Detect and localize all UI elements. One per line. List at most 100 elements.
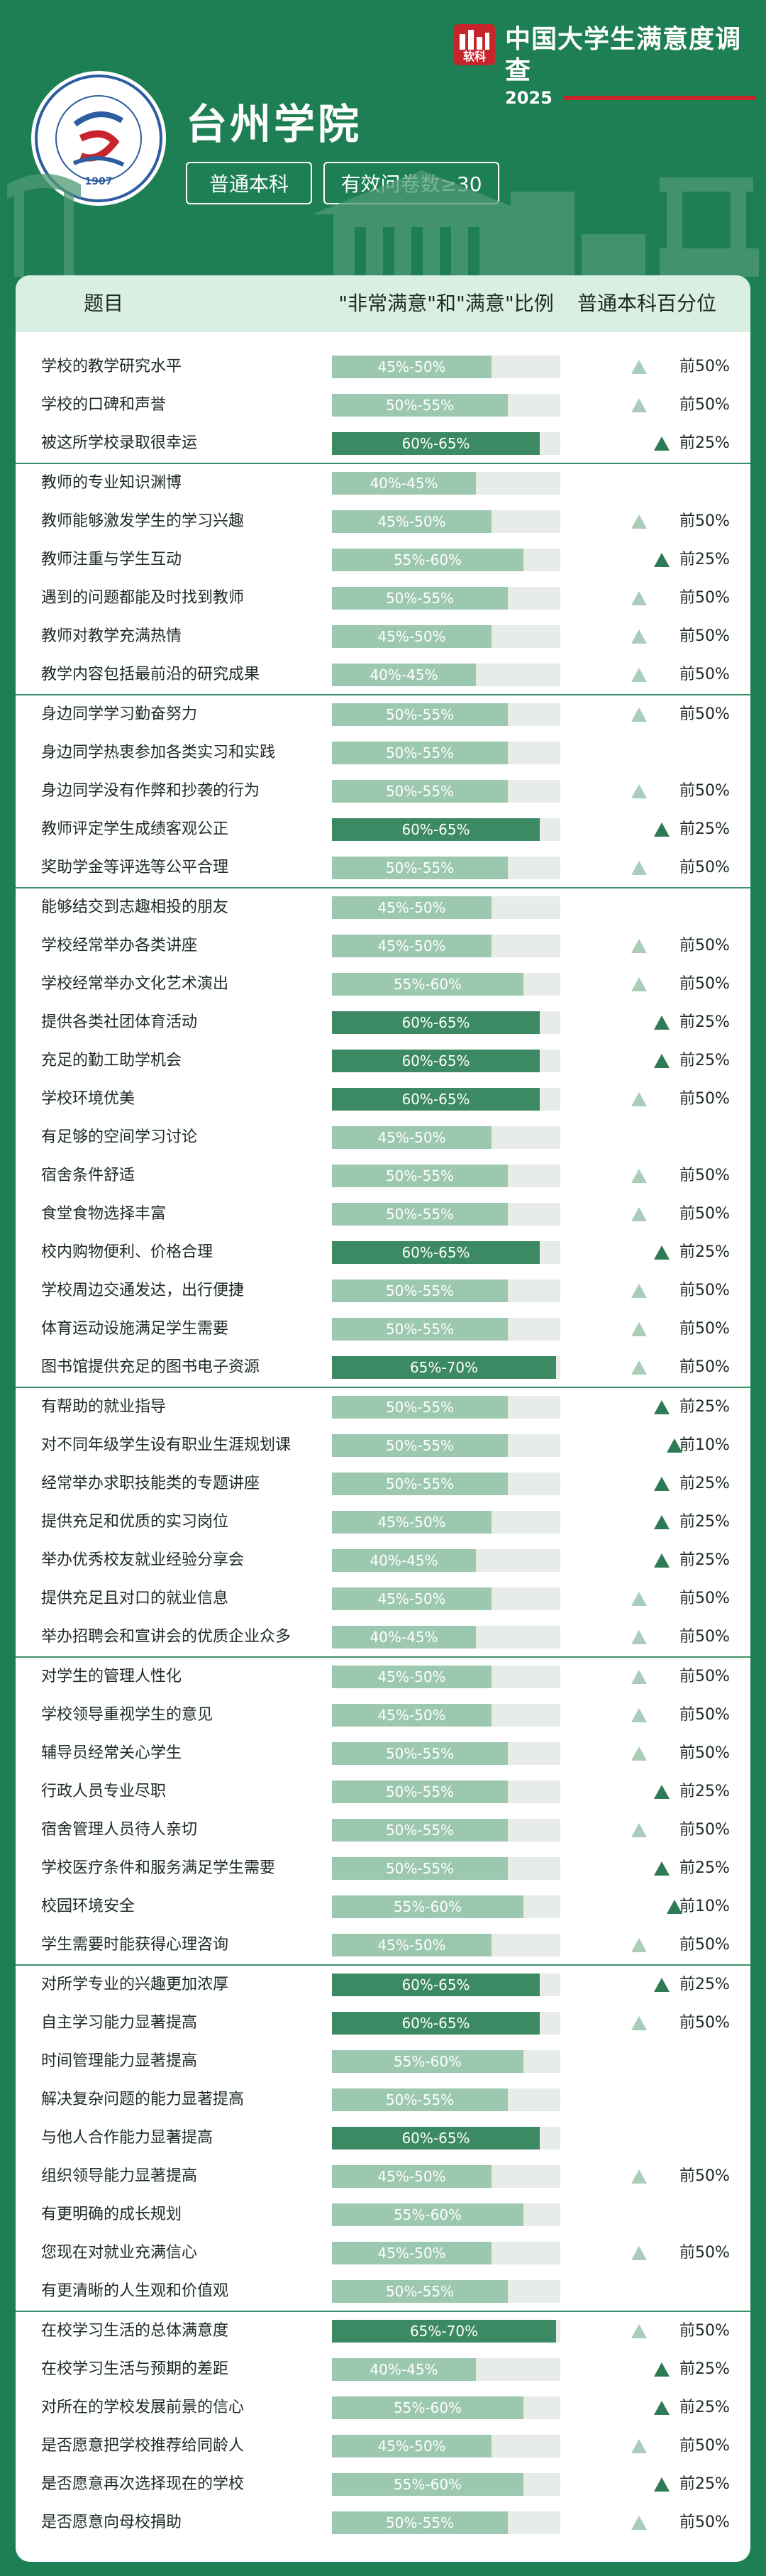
ratio-bar-fill: 45%-50% bbox=[332, 1587, 492, 1610]
group-divider bbox=[16, 1656, 750, 1658]
percentile-rank: 前10% bbox=[679, 1436, 730, 1454]
percentile-rank: 前50% bbox=[679, 2514, 730, 2531]
row-question: 自主学习能力显著提高 bbox=[41, 2014, 198, 2032]
table-row: 学校领导重视学生的意见 45%-50% 前50% bbox=[16, 1696, 750, 1734]
percentile-rank: 前25% bbox=[679, 1052, 730, 1069]
percentile-rank: 前25% bbox=[679, 820, 730, 838]
percentile-rank: 前50% bbox=[679, 1590, 730, 1607]
ratio-bar-fill: 55%-60% bbox=[332, 1895, 523, 1918]
ratio-label: 65%-70% bbox=[409, 2323, 479, 2340]
row-question: 学校医疗条件和服务满足学生需要 bbox=[41, 1859, 276, 1877]
ratio-bar-fill: 55%-60% bbox=[332, 2203, 523, 2226]
row-question: 在校学习生活的总体满意度 bbox=[41, 2322, 229, 2340]
percentile-rank: 前25% bbox=[679, 434, 730, 452]
brand-title: 中国大学生满意度调查 bbox=[505, 25, 742, 85]
ratio-bar-track: 50%-55% bbox=[332, 1318, 560, 1341]
ratio-bar-fill: 50%-55% bbox=[332, 1473, 508, 1495]
percentile-triangle-icon bbox=[631, 939, 647, 953]
table-row: 对所在的学校发展前景的信心 55%-60% 前25% bbox=[16, 2389, 750, 2427]
ratio-bar-track: 45%-50% bbox=[332, 1704, 560, 1727]
ratio-bar-track: 50%-55% bbox=[332, 587, 560, 610]
percentile-triangle-icon bbox=[654, 822, 670, 837]
ratio-label: 50%-55% bbox=[385, 1745, 455, 1762]
row-question: 校内购物便利、价格合理 bbox=[41, 1243, 213, 1261]
row-question: 被这所学校录取很幸运 bbox=[41, 434, 198, 452]
table-row: 解决复杂问题的能力显著提高 50%-55% bbox=[16, 2081, 750, 2119]
row-question: 教师评定学生成绩客观公正 bbox=[41, 820, 229, 838]
percentile-triangle-icon bbox=[654, 1477, 670, 1491]
percentile-triangle-icon bbox=[654, 1978, 670, 1992]
percentile-rank: 前50% bbox=[679, 2322, 730, 2340]
table-row: 能够结交到志趣相投的朋友 45%-50% bbox=[16, 888, 750, 927]
ratio-bar-track: 50%-55% bbox=[332, 2511, 560, 2534]
ratio-bar-track: 55%-60% bbox=[332, 2203, 560, 2226]
row-question: 学校经常举办文化艺术演出 bbox=[41, 975, 229, 993]
table-row: 提供充足和优质的实习岗位 45%-50% 前25% bbox=[16, 1503, 750, 1541]
percentile-triangle-icon bbox=[631, 360, 647, 374]
ratio-bar-track: 45%-50% bbox=[332, 1587, 560, 1610]
ratio-label: 65%-70% bbox=[409, 1359, 479, 1376]
ratio-bar-track: 45%-50% bbox=[332, 1511, 560, 1534]
ratio-label: 60%-65% bbox=[401, 1052, 470, 1069]
header-question: 题目 bbox=[84, 292, 124, 315]
ratio-label: 60%-65% bbox=[401, 821, 470, 838]
percentile-triangle-icon bbox=[631, 1592, 647, 1606]
ratio-bar-track: 60%-65% bbox=[332, 1974, 560, 1996]
ratio-bar-fill: 50%-55% bbox=[332, 1318, 508, 1341]
percentile-triangle-icon bbox=[631, 591, 647, 605]
row-question: 举办优秀校友就业经验分享会 bbox=[41, 1551, 245, 1569]
ratio-label: 60%-65% bbox=[401, 1091, 470, 1108]
ratio-bar-track: 45%-50% bbox=[332, 510, 560, 533]
table-row: 学校的教学研究水平 45%-50% 前50% bbox=[16, 348, 750, 386]
ratio-bar-track: 50%-55% bbox=[332, 2280, 560, 2303]
table-row: 有帮助的就业指导 50%-55% 前25% bbox=[16, 1388, 750, 1426]
ratio-label: 55%-60% bbox=[393, 2053, 462, 2070]
table-row: 在校学习生活的总体满意度 65%-70% 前50% bbox=[16, 2312, 750, 2350]
group-divider bbox=[16, 2311, 750, 2312]
table-row: 身边同学学习勤奋努力 50%-55% 前50% bbox=[16, 695, 750, 734]
ratio-bar-fill: 50%-55% bbox=[332, 2088, 508, 2111]
percentile-triangle-icon bbox=[654, 436, 670, 451]
ratio-bar-fill: 60%-65% bbox=[332, 432, 540, 455]
header: 软科 中国大学生满意度调查 2025 1907 台州学院 普通本科 有效问卷数≥… bbox=[0, 0, 766, 277]
ratio-bar-fill: 40%-45% bbox=[332, 472, 476, 495]
ratio-label: 50%-55% bbox=[385, 859, 455, 876]
ratio-bar-track: 45%-50% bbox=[332, 2242, 560, 2264]
ratio-bar-fill: 45%-50% bbox=[332, 1126, 492, 1149]
percentile-rank: 前50% bbox=[679, 1821, 730, 1839]
percentile-rank: 前50% bbox=[679, 705, 730, 723]
table-row: 是否愿意再次选择现在的学校 55%-60% 前25% bbox=[16, 2465, 750, 2504]
row-question: 时间管理能力显著提高 bbox=[41, 2052, 198, 2070]
row-question: 遇到的问题都能及时找到教师 bbox=[41, 589, 245, 607]
ratio-label: 50%-55% bbox=[385, 397, 455, 414]
ratio-bar-track: 60%-65% bbox=[332, 2012, 560, 2035]
group-divider bbox=[16, 463, 750, 464]
ratio-bar-track: 50%-55% bbox=[332, 2088, 560, 2111]
percentile-rank: 前25% bbox=[679, 1398, 730, 1416]
percentile-rank: 前25% bbox=[679, 2475, 730, 2493]
row-question: 有帮助的就业指导 bbox=[41, 1398, 167, 1416]
table-row: 提供各类社团体育活动 60%-65% 前25% bbox=[16, 1003, 750, 1042]
ratio-bar-fill: 65%-70% bbox=[332, 2320, 556, 2343]
ratio-label: 50%-55% bbox=[385, 1206, 455, 1223]
ratio-bar-fill: 50%-55% bbox=[332, 2280, 508, 2303]
percentile-rank: 前50% bbox=[679, 1205, 730, 1223]
table-row: 行政人员专业尽职 50%-55% 前25% bbox=[16, 1773, 750, 1811]
ratio-label: 60%-65% bbox=[401, 435, 470, 452]
row-question: 宿舍条件舒适 bbox=[41, 1167, 135, 1184]
ratio-bar-fill: 45%-50% bbox=[332, 510, 492, 533]
ratio-bar-fill: 45%-50% bbox=[332, 2165, 492, 2188]
ratio-bar-track: 55%-60% bbox=[332, 549, 560, 571]
percentile-rank: 前25% bbox=[679, 1551, 730, 1569]
ratio-bar-fill: 45%-50% bbox=[332, 1934, 492, 1956]
row-question: 提供充足和优质的实习岗位 bbox=[41, 1513, 229, 1531]
percentile-rank: 前50% bbox=[679, 512, 730, 530]
table-row: 对不同年级学生设有职业生涯规划课 50%-55% 前10% bbox=[16, 1426, 750, 1465]
ratio-bar-fill: 50%-55% bbox=[332, 1396, 508, 1419]
ratio-label: 50%-55% bbox=[385, 2091, 455, 2108]
group-divider bbox=[16, 1387, 750, 1388]
row-question: 校园环境安全 bbox=[41, 1898, 135, 1915]
ratio-label: 50%-55% bbox=[385, 2514, 455, 2531]
ratio-label: 60%-65% bbox=[401, 1014, 470, 1031]
ratio-label: 40%-45% bbox=[370, 666, 438, 683]
